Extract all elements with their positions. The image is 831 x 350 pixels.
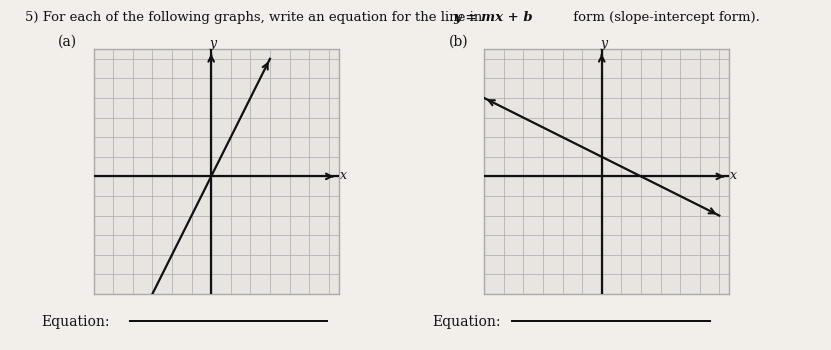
Text: x: x	[730, 169, 737, 182]
Text: y: y	[600, 37, 607, 50]
Text: (a): (a)	[58, 35, 77, 49]
Text: Equation:: Equation:	[432, 315, 500, 329]
Text: Equation:: Equation:	[42, 315, 110, 329]
Text: y = mx + b: y = mx + b	[453, 10, 533, 23]
Text: (b): (b)	[449, 35, 469, 49]
Text: 5) For each of the following graphs, write an equation for the line in: 5) For each of the following graphs, wri…	[25, 10, 486, 23]
Text: form (slope-intercept form).: form (slope-intercept form).	[569, 10, 760, 23]
Text: y: y	[209, 37, 217, 50]
Text: x: x	[340, 169, 347, 182]
